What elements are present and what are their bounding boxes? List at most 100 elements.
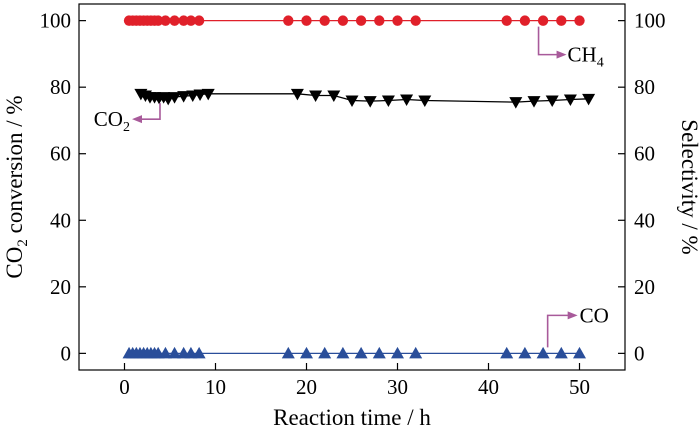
point-co xyxy=(336,346,350,359)
point-co xyxy=(318,346,332,359)
point-co xyxy=(500,346,514,359)
point-co2 xyxy=(168,92,182,104)
point-co xyxy=(300,346,313,359)
axis-ticks: 0 10 20 30 40 50 0 0 20 20 40 40 60 60 80 80 100 100 xyxy=(40,9,666,399)
y-tick-label-right: 20 xyxy=(634,275,655,299)
point-co2 xyxy=(545,95,559,107)
y-axis-title-left: CO2 conversion / % xyxy=(2,95,31,278)
point-ch4 xyxy=(519,15,531,26)
point-co xyxy=(184,346,198,359)
point-ch4 xyxy=(410,15,421,26)
y-tick-label-right: 100 xyxy=(634,9,666,33)
point-co xyxy=(554,346,568,359)
annotation-co: CO xyxy=(546,303,609,348)
annotation-arrowhead-ch4 xyxy=(556,50,567,59)
series-layer xyxy=(122,15,596,359)
point-co xyxy=(354,346,368,359)
x-tick-label: 10 xyxy=(205,375,226,399)
y-tick-label-right: 0 xyxy=(634,341,645,365)
point-ch4 xyxy=(556,15,567,26)
annotation-label-co: CO xyxy=(580,303,609,327)
annotation-co2: CO2 xyxy=(94,103,161,135)
point-co2 xyxy=(418,95,432,107)
point-co2 xyxy=(509,97,523,109)
y-axis-title-left-main: CO xyxy=(2,247,27,279)
point-ch4 xyxy=(355,15,367,26)
point-ch4 xyxy=(537,15,549,26)
y-tick-label-left: 0 xyxy=(61,341,72,365)
series-co2 xyxy=(134,88,596,109)
point-co2 xyxy=(400,94,414,106)
point-co xyxy=(192,346,206,359)
point-ch4 xyxy=(152,15,164,26)
annotation-label-co2: CO2 xyxy=(94,107,130,135)
point-ch4 xyxy=(283,15,294,26)
x-tick-label: 30 xyxy=(387,375,408,399)
x-tick-label: 20 xyxy=(296,375,317,399)
point-co2 xyxy=(563,94,577,106)
series-ch4 xyxy=(123,15,585,26)
point-co xyxy=(518,346,532,359)
annotation-label-ch4: CH4 xyxy=(568,43,604,71)
point-ch4 xyxy=(178,15,189,26)
point-co2 xyxy=(201,88,215,101)
point-co xyxy=(372,346,386,359)
y-tick-label-left: 40 xyxy=(50,208,71,232)
point-ch4 xyxy=(301,15,312,26)
plot-frame xyxy=(78,3,626,371)
y-axis-title-left-rest: conversion / % xyxy=(2,95,27,239)
point-ch4 xyxy=(169,15,180,26)
point-ch4 xyxy=(160,15,171,26)
annotation-label-sub: 2 xyxy=(123,120,130,135)
point-co xyxy=(391,346,404,359)
y-tick-label-left: 60 xyxy=(50,142,71,166)
point-co xyxy=(281,346,295,359)
annotation-label-main: CO xyxy=(94,107,123,131)
point-co2 xyxy=(177,91,191,103)
y-tick-label-left: 100 xyxy=(40,9,72,33)
point-co xyxy=(158,346,172,359)
point-ch4 xyxy=(185,15,197,26)
point-ch4 xyxy=(501,15,512,26)
point-co2 xyxy=(193,89,207,102)
y-tick-label-left: 80 xyxy=(50,75,71,99)
point-co2 xyxy=(309,90,323,102)
y-axis-title-left-sub: 2 xyxy=(15,239,31,247)
y-tick-label-right: 60 xyxy=(634,142,655,166)
point-co xyxy=(168,346,182,359)
x-tick-label: 50 xyxy=(569,375,590,399)
x-tick-label: 40 xyxy=(478,375,499,399)
point-co2 xyxy=(327,90,341,102)
y-tick-label-right: 40 xyxy=(634,208,655,232)
point-co2 xyxy=(345,95,359,107)
annotation-arrowhead-co xyxy=(567,311,578,320)
point-ch4 xyxy=(392,15,403,26)
annotation-arrow-ch4 xyxy=(537,26,563,56)
point-ch4 xyxy=(319,15,330,26)
point-ch4 xyxy=(337,15,349,26)
point-ch4 xyxy=(374,15,385,26)
point-co xyxy=(536,346,550,359)
point-co xyxy=(409,346,423,359)
y-tick-label-right: 80 xyxy=(634,75,655,99)
point-co2 xyxy=(582,93,596,106)
x-tick-label: 0 xyxy=(119,375,130,399)
annotation-ch4: CH4 xyxy=(537,26,604,71)
y-tick-label-left: 20 xyxy=(50,275,71,299)
point-ch4 xyxy=(193,15,205,26)
annotation-label-sub: 4 xyxy=(597,56,604,71)
series-co xyxy=(122,346,586,359)
annotation-arrow-co xyxy=(546,314,574,348)
point-ch4 xyxy=(574,15,585,26)
x-axis-title: Reaction time / h xyxy=(273,405,431,430)
point-co2 xyxy=(527,96,541,108)
point-co2 xyxy=(290,88,304,101)
annotation-label-main: CH xyxy=(568,43,597,67)
point-co2 xyxy=(363,96,377,108)
point-co xyxy=(573,346,586,359)
annotation-arrow-co2 xyxy=(135,103,161,120)
y-axis-title-right: Selectivity / % xyxy=(677,119,700,254)
annotation-label-main: CO xyxy=(580,303,609,327)
